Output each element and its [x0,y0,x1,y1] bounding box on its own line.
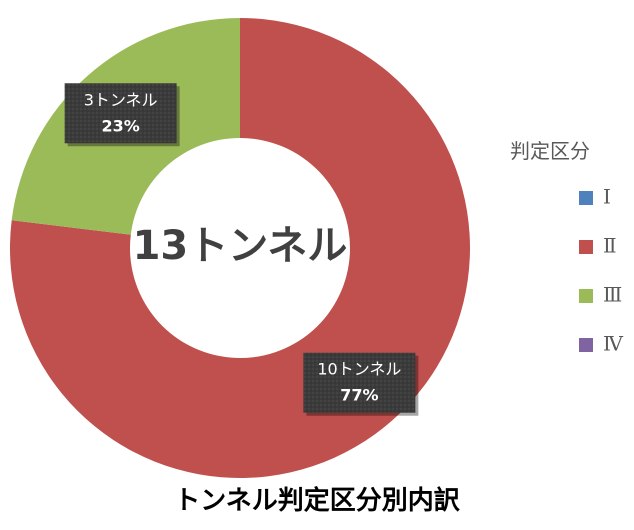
data-label-count: 3トンネル [84,90,158,109]
legend-label: Ⅰ [603,185,611,209]
legend-swatch [579,240,593,254]
legend: Ⅰ Ⅱ Ⅲ Ⅳ [579,185,624,356]
legend-item-2[interactable]: Ⅱ [579,234,617,258]
data-label-box [303,352,416,413]
legend-label: Ⅳ [603,332,624,356]
data-label-percent: 23% [101,116,139,135]
chart-title: トンネル判定区分別内訳 [174,485,460,516]
center-total-label: 13トンネル [133,223,348,269]
legend-label: Ⅱ [603,234,617,258]
data-label-count: 10トンネル [317,360,401,379]
legend-swatch [579,338,593,352]
slice-label-group: 10トンネル 77% 3トンネル 23% [64,83,419,416]
data-label-box [64,83,177,144]
data-label-percent: 77% [340,386,378,405]
legend-item-4[interactable]: Ⅳ [579,332,624,356]
legend-item-1[interactable]: Ⅰ [579,185,611,209]
legend-label: Ⅲ [603,283,622,307]
legend-swatch [579,191,593,205]
data-label-slice-2: 10トンネル 77% [303,352,419,416]
data-label-slice-3: 3トンネル 23% [64,83,180,147]
legend-swatch [579,289,593,303]
legend-title: 判定区分 [510,139,590,163]
legend-item-3[interactable]: Ⅲ [579,283,622,307]
